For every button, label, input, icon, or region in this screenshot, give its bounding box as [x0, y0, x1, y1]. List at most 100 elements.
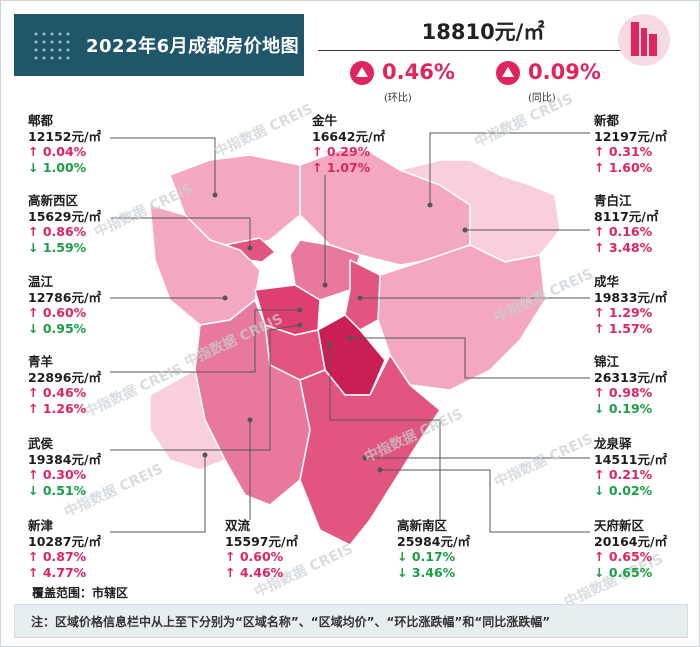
- logo-building-icon: [641, 28, 647, 56]
- region-tianfu: [299, 354, 441, 546]
- map-marker-jinniu: [322, 282, 328, 288]
- region-longquanyi: [377, 244, 546, 391]
- yoy-value: 0.09%: [528, 60, 601, 84]
- mom-value: 0.46%: [382, 60, 455, 84]
- district-mom: ↑ 0.60%: [28, 305, 87, 320]
- map-marker-longquanyi: [362, 455, 368, 461]
- map-marker-pidu: [212, 192, 218, 198]
- map-marker-xinjin: [202, 452, 208, 458]
- district-name: 郫都: [28, 113, 54, 128]
- district-mom: ↑ 0.21%: [594, 467, 653, 482]
- leader-line-tianfu: [380, 469, 590, 533]
- mom-label: (环比): [384, 93, 412, 104]
- district-mom: ↓ 0.17%: [397, 549, 456, 564]
- district-yoy: ↑ 1.26%: [28, 400, 87, 416]
- district-yoy: ↑ 4.77%: [28, 564, 87, 580]
- map-marker-gaoxinnan: [327, 342, 333, 348]
- district-label-qingyang: 青羊 22896元/㎡ ↑ 0.46% ↑ 1.26%: [28, 354, 101, 416]
- district-mom: ↑ 0.98%: [594, 385, 653, 400]
- district-price: 16642元/㎡: [312, 128, 386, 144]
- district-label-chenghua: 成华 19833元/㎡ ↑ 1.29% ↑ 1.57%: [594, 274, 667, 336]
- district-name: 武侯: [28, 436, 54, 451]
- district-label-tianfu: 天府新区 20164元/㎡ ↑ 0.65% ↓ 0.65%: [594, 518, 667, 580]
- district-label-gaoxinxi: 高新西区 15629元/㎡ ↑ 0.86% ↓ 1.59%: [28, 193, 101, 255]
- map-marker-wenjiang: [222, 295, 228, 301]
- district-yoy: ↓ 0.02%: [594, 482, 653, 498]
- district-yoy: ↑ 1.60%: [594, 159, 653, 175]
- district-label-longquanyi: 龙泉驿 14511元/㎡ ↑ 0.21% ↓ 0.02%: [594, 436, 667, 498]
- district-yoy: ↑ 3.48%: [594, 239, 653, 255]
- leader-line-gaoxinxi: [110, 217, 251, 248]
- district-mom: ↑ 0.60%: [225, 549, 284, 564]
- district-label-shuangliu: 双流 15597元/㎡ ↑ 0.60% ↑ 4.46%: [225, 518, 298, 580]
- leader-line-xindu: [429, 132, 590, 205]
- district-mom: ↑ 1.29%: [594, 305, 653, 320]
- district-price: 10287元/㎡: [28, 533, 102, 549]
- district-name: 锦江: [594, 354, 620, 369]
- district-price: 14511元/㎡: [594, 451, 668, 467]
- district-name: 新都: [594, 113, 620, 128]
- district-mom: ↑ 0.86%: [28, 224, 87, 239]
- map-marker-wuhou: [297, 322, 303, 328]
- district-yoy: ↓ 0.51%: [28, 482, 87, 498]
- footnote-box: 注：区域价格信息栏中从上至下分别为“区域名称”、“区域均价”、“环比涨跌幅”和“…: [14, 604, 688, 638]
- district-label-qingbaijiang: 青白江 8117元/㎡ ↑ 0.16% ↑ 3.48%: [594, 193, 658, 255]
- district-label-wuhou: 武侯 19384元/㎡ ↑ 0.30% ↓ 0.51%: [28, 436, 101, 498]
- district-name: 成华: [594, 274, 620, 289]
- district-yoy: ↑ 4.46%: [225, 564, 284, 580]
- district-name: 龙泉驿: [594, 436, 632, 451]
- district-price: 8117元/㎡: [594, 208, 659, 224]
- district-yoy: ↓ 1.59%: [28, 239, 87, 255]
- logo-building-icon: [649, 34, 657, 56]
- district-mom: ↑ 0.30%: [28, 467, 87, 482]
- footnote-text: 注：区域价格信息栏中从上至下分别为“区域名称”、“区域均价”、“环比涨跌幅”和“…: [31, 615, 551, 629]
- district-label-xinjin: 新津 10287元/㎡ ↑ 0.87% ↑ 4.77%: [28, 518, 101, 580]
- district-price: 15597元/㎡: [225, 533, 299, 549]
- district-label-xindu: 新都 12197元/㎡ ↑ 0.31% ↑ 1.60%: [594, 113, 667, 175]
- district-yoy: ↓ 0.65%: [594, 564, 653, 580]
- mom-summary: 0.46%: [350, 60, 455, 85]
- district-name: 天府新区: [594, 518, 645, 533]
- district-name: 新津: [28, 518, 54, 533]
- district-name: 青白江: [594, 193, 632, 208]
- district-yoy: ↓ 3.46%: [397, 564, 456, 580]
- district-price: 20164元/㎡: [594, 533, 668, 549]
- city-average-price: 18810元/㎡: [421, 20, 545, 44]
- yoy-summary: 0.09%: [496, 60, 601, 85]
- divider: [318, 50, 648, 51]
- map-marker-xindu: [427, 202, 433, 208]
- logo-building-icon: [631, 22, 639, 56]
- leader-line-wuhou: [110, 324, 301, 451]
- map-marker-chenghua: [357, 295, 363, 301]
- district-name: 双流: [225, 518, 251, 533]
- district-price: 19384元/㎡: [28, 451, 102, 467]
- district-price: 15629元/㎡: [28, 208, 102, 224]
- district-label-pidu: 郫都 12152元/㎡ ↑ 0.04% ↓ 1.00%: [28, 113, 101, 175]
- up-triangle-icon: [350, 61, 374, 85]
- district-price: 19833元/㎡: [594, 289, 668, 305]
- district-name: 高新西区: [28, 193, 79, 208]
- district-price: 12152元/㎡: [28, 128, 102, 144]
- district-mom: ↑ 0.31%: [594, 144, 653, 159]
- district-name: 金牛: [312, 113, 338, 128]
- district-name: 高新南区: [397, 518, 448, 533]
- district-price: 12197元/㎡: [594, 128, 668, 144]
- district-yoy: ↓ 1.00%: [28, 159, 87, 175]
- map-marker-qingyang: [297, 307, 303, 313]
- district-price: 12786元/㎡: [28, 289, 102, 305]
- district-price: 25984元/㎡: [397, 533, 471, 549]
- district-mom: ↑ 0.65%: [594, 549, 653, 564]
- district-mom: ↑ 0.29%: [312, 144, 371, 159]
- up-triangle-icon: [496, 61, 520, 85]
- page-title: 2022年6月成都房价地图: [86, 36, 300, 57]
- coverage-note: 覆盖范围：市辖区: [32, 586, 129, 600]
- district-name: 青羊: [28, 354, 54, 369]
- district-price: 22896元/㎡: [28, 369, 102, 385]
- district-yoy: ↓ 0.19%: [594, 400, 653, 416]
- district-label-jinjiang: 锦江 26313元/㎡ ↑ 0.98% ↓ 0.19%: [594, 354, 667, 416]
- district-label-gaoxinnan: 高新南区 25984元/㎡ ↓ 0.17% ↓ 3.46%: [397, 518, 470, 580]
- title-banner: 2022年6月成都房价地图: [14, 14, 304, 76]
- leader-line-jinjiang: [350, 337, 590, 379]
- leader-line-pidu: [110, 137, 216, 195]
